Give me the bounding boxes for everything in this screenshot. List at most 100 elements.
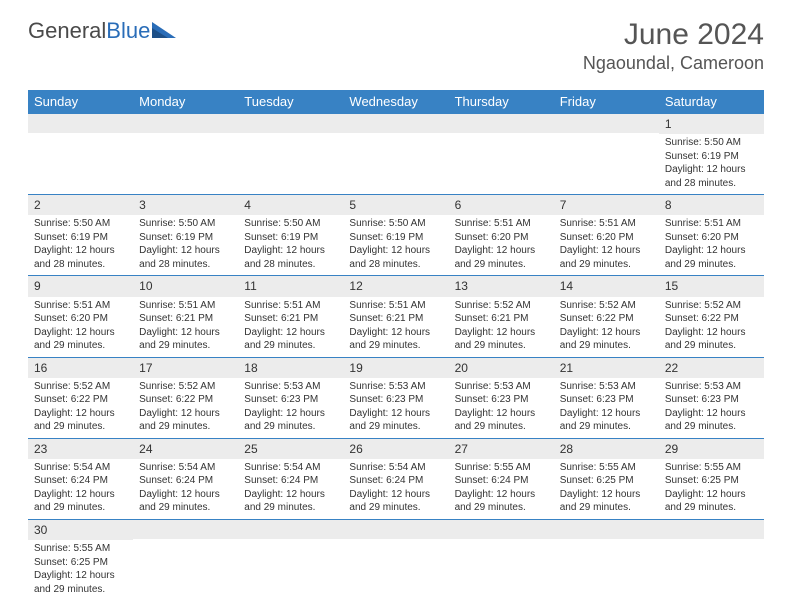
daylight-text: Daylight: 12 hours and 29 minutes.: [455, 407, 548, 434]
day-number: [554, 520, 659, 539]
week-row: 23Sunrise: 5:54 AMSunset: 6:24 PMDayligh…: [28, 439, 764, 520]
day-number: 30: [28, 520, 133, 540]
day-cell: 8Sunrise: 5:51 AMSunset: 6:20 PMDaylight…: [659, 195, 764, 275]
daylight-text: Daylight: 12 hours and 28 minutes.: [34, 244, 127, 271]
daylight-text: Daylight: 12 hours and 28 minutes.: [349, 244, 442, 271]
day-cell: [554, 520, 659, 600]
day-body: Sunrise: 5:50 AMSunset: 6:19 PMDaylight:…: [238, 215, 343, 275]
day-body: Sunrise: 5:54 AMSunset: 6:24 PMDaylight:…: [28, 459, 133, 519]
day-number: 24: [133, 439, 238, 459]
day-number: [449, 520, 554, 539]
sunrise-text: Sunrise: 5:50 AM: [244, 217, 337, 231]
day-cell: [343, 114, 448, 194]
day-body: Sunrise: 5:50 AMSunset: 6:19 PMDaylight:…: [343, 215, 448, 275]
sunrise-text: Sunrise: 5:52 AM: [455, 299, 548, 313]
calendar: Sunday Monday Tuesday Wednesday Thursday…: [28, 90, 764, 600]
day-number: 18: [238, 358, 343, 378]
day-body: Sunrise: 5:51 AMSunset: 6:21 PMDaylight:…: [133, 297, 238, 357]
day-number: 28: [554, 439, 659, 459]
daylight-text: Daylight: 12 hours and 29 minutes.: [560, 488, 653, 515]
day-number: 10: [133, 276, 238, 296]
day-number: 6: [449, 195, 554, 215]
sunset-text: Sunset: 6:19 PM: [244, 231, 337, 245]
day-body: Sunrise: 5:53 AMSunset: 6:23 PMDaylight:…: [659, 378, 764, 438]
day-number: 1: [659, 114, 764, 134]
day-body: Sunrise: 5:55 AMSunset: 6:25 PMDaylight:…: [554, 459, 659, 519]
daylight-text: Daylight: 12 hours and 29 minutes.: [244, 326, 337, 353]
day-number: 14: [554, 276, 659, 296]
sunset-text: Sunset: 6:23 PM: [349, 393, 442, 407]
day-number: [133, 520, 238, 539]
sunrise-text: Sunrise: 5:51 AM: [244, 299, 337, 313]
weekday-label: Sunday: [28, 90, 133, 114]
day-body: Sunrise: 5:50 AMSunset: 6:19 PMDaylight:…: [133, 215, 238, 275]
day-cell: 7Sunrise: 5:51 AMSunset: 6:20 PMDaylight…: [554, 195, 659, 275]
day-cell: 21Sunrise: 5:53 AMSunset: 6:23 PMDayligh…: [554, 358, 659, 438]
sunset-text: Sunset: 6:24 PM: [455, 474, 548, 488]
day-number: 3: [133, 195, 238, 215]
day-body: Sunrise: 5:51 AMSunset: 6:21 PMDaylight:…: [238, 297, 343, 357]
sunset-text: Sunset: 6:24 PM: [139, 474, 232, 488]
sunrise-text: Sunrise: 5:51 AM: [139, 299, 232, 313]
weekday-label: Friday: [554, 90, 659, 114]
day-body: Sunrise: 5:51 AMSunset: 6:20 PMDaylight:…: [659, 215, 764, 275]
week-row: 2Sunrise: 5:50 AMSunset: 6:19 PMDaylight…: [28, 195, 764, 276]
day-cell: 16Sunrise: 5:52 AMSunset: 6:22 PMDayligh…: [28, 358, 133, 438]
day-cell: 20Sunrise: 5:53 AMSunset: 6:23 PMDayligh…: [449, 358, 554, 438]
day-cell: 4Sunrise: 5:50 AMSunset: 6:19 PMDaylight…: [238, 195, 343, 275]
day-body: Sunrise: 5:51 AMSunset: 6:21 PMDaylight:…: [343, 297, 448, 357]
sunrise-text: Sunrise: 5:54 AM: [244, 461, 337, 475]
sunset-text: Sunset: 6:24 PM: [244, 474, 337, 488]
weeks-container: 1Sunrise: 5:50 AMSunset: 6:19 PMDaylight…: [28, 114, 764, 600]
sunrise-text: Sunrise: 5:53 AM: [560, 380, 653, 394]
daylight-text: Daylight: 12 hours and 29 minutes.: [34, 488, 127, 515]
day-number: 25: [238, 439, 343, 459]
sunset-text: Sunset: 6:21 PM: [244, 312, 337, 326]
day-cell: 30Sunrise: 5:55 AMSunset: 6:25 PMDayligh…: [28, 520, 133, 600]
day-number: [133, 114, 238, 133]
daylight-text: Daylight: 12 hours and 28 minutes.: [244, 244, 337, 271]
sunset-text: Sunset: 6:20 PM: [455, 231, 548, 245]
day-number: 17: [133, 358, 238, 378]
day-cell: 24Sunrise: 5:54 AMSunset: 6:24 PMDayligh…: [133, 439, 238, 519]
daylight-text: Daylight: 12 hours and 29 minutes.: [34, 569, 127, 596]
sunrise-text: Sunrise: 5:55 AM: [455, 461, 548, 475]
day-body: Sunrise: 5:51 AMSunset: 6:20 PMDaylight:…: [554, 215, 659, 275]
weekday-label: Tuesday: [238, 90, 343, 114]
day-cell: 2Sunrise: 5:50 AMSunset: 6:19 PMDaylight…: [28, 195, 133, 275]
sunrise-text: Sunrise: 5:52 AM: [139, 380, 232, 394]
day-number: 21: [554, 358, 659, 378]
daylight-text: Daylight: 12 hours and 29 minutes.: [349, 488, 442, 515]
sunrise-text: Sunrise: 5:53 AM: [349, 380, 442, 394]
sunset-text: Sunset: 6:19 PM: [349, 231, 442, 245]
sunset-text: Sunset: 6:24 PM: [34, 474, 127, 488]
weekday-label: Monday: [133, 90, 238, 114]
logo-flag-icon: [152, 22, 178, 40]
sunset-text: Sunset: 6:20 PM: [665, 231, 758, 245]
daylight-text: Daylight: 12 hours and 28 minutes.: [139, 244, 232, 271]
sunset-text: Sunset: 6:20 PM: [560, 231, 653, 245]
day-number: 7: [554, 195, 659, 215]
sunset-text: Sunset: 6:23 PM: [244, 393, 337, 407]
day-number: 5: [343, 195, 448, 215]
day-number: 19: [343, 358, 448, 378]
daylight-text: Daylight: 12 hours and 29 minutes.: [34, 326, 127, 353]
weekday-header-row: Sunday Monday Tuesday Wednesday Thursday…: [28, 90, 764, 114]
day-cell: 22Sunrise: 5:53 AMSunset: 6:23 PMDayligh…: [659, 358, 764, 438]
day-cell: [238, 520, 343, 600]
weekday-label: Saturday: [659, 90, 764, 114]
day-cell: 6Sunrise: 5:51 AMSunset: 6:20 PMDaylight…: [449, 195, 554, 275]
month-title: June 2024: [583, 18, 764, 51]
day-body: Sunrise: 5:54 AMSunset: 6:24 PMDaylight:…: [238, 459, 343, 519]
sunrise-text: Sunrise: 5:55 AM: [560, 461, 653, 475]
day-number: 2: [28, 195, 133, 215]
day-number: 23: [28, 439, 133, 459]
day-number: 29: [659, 439, 764, 459]
sunset-text: Sunset: 6:24 PM: [349, 474, 442, 488]
daylight-text: Daylight: 12 hours and 29 minutes.: [139, 407, 232, 434]
day-cell: [238, 114, 343, 194]
sunrise-text: Sunrise: 5:53 AM: [455, 380, 548, 394]
sunrise-text: Sunrise: 5:51 AM: [560, 217, 653, 231]
sunrise-text: Sunrise: 5:54 AM: [139, 461, 232, 475]
header: GeneralBlue June 2024 Ngaoundal, Cameroo…: [0, 0, 792, 82]
